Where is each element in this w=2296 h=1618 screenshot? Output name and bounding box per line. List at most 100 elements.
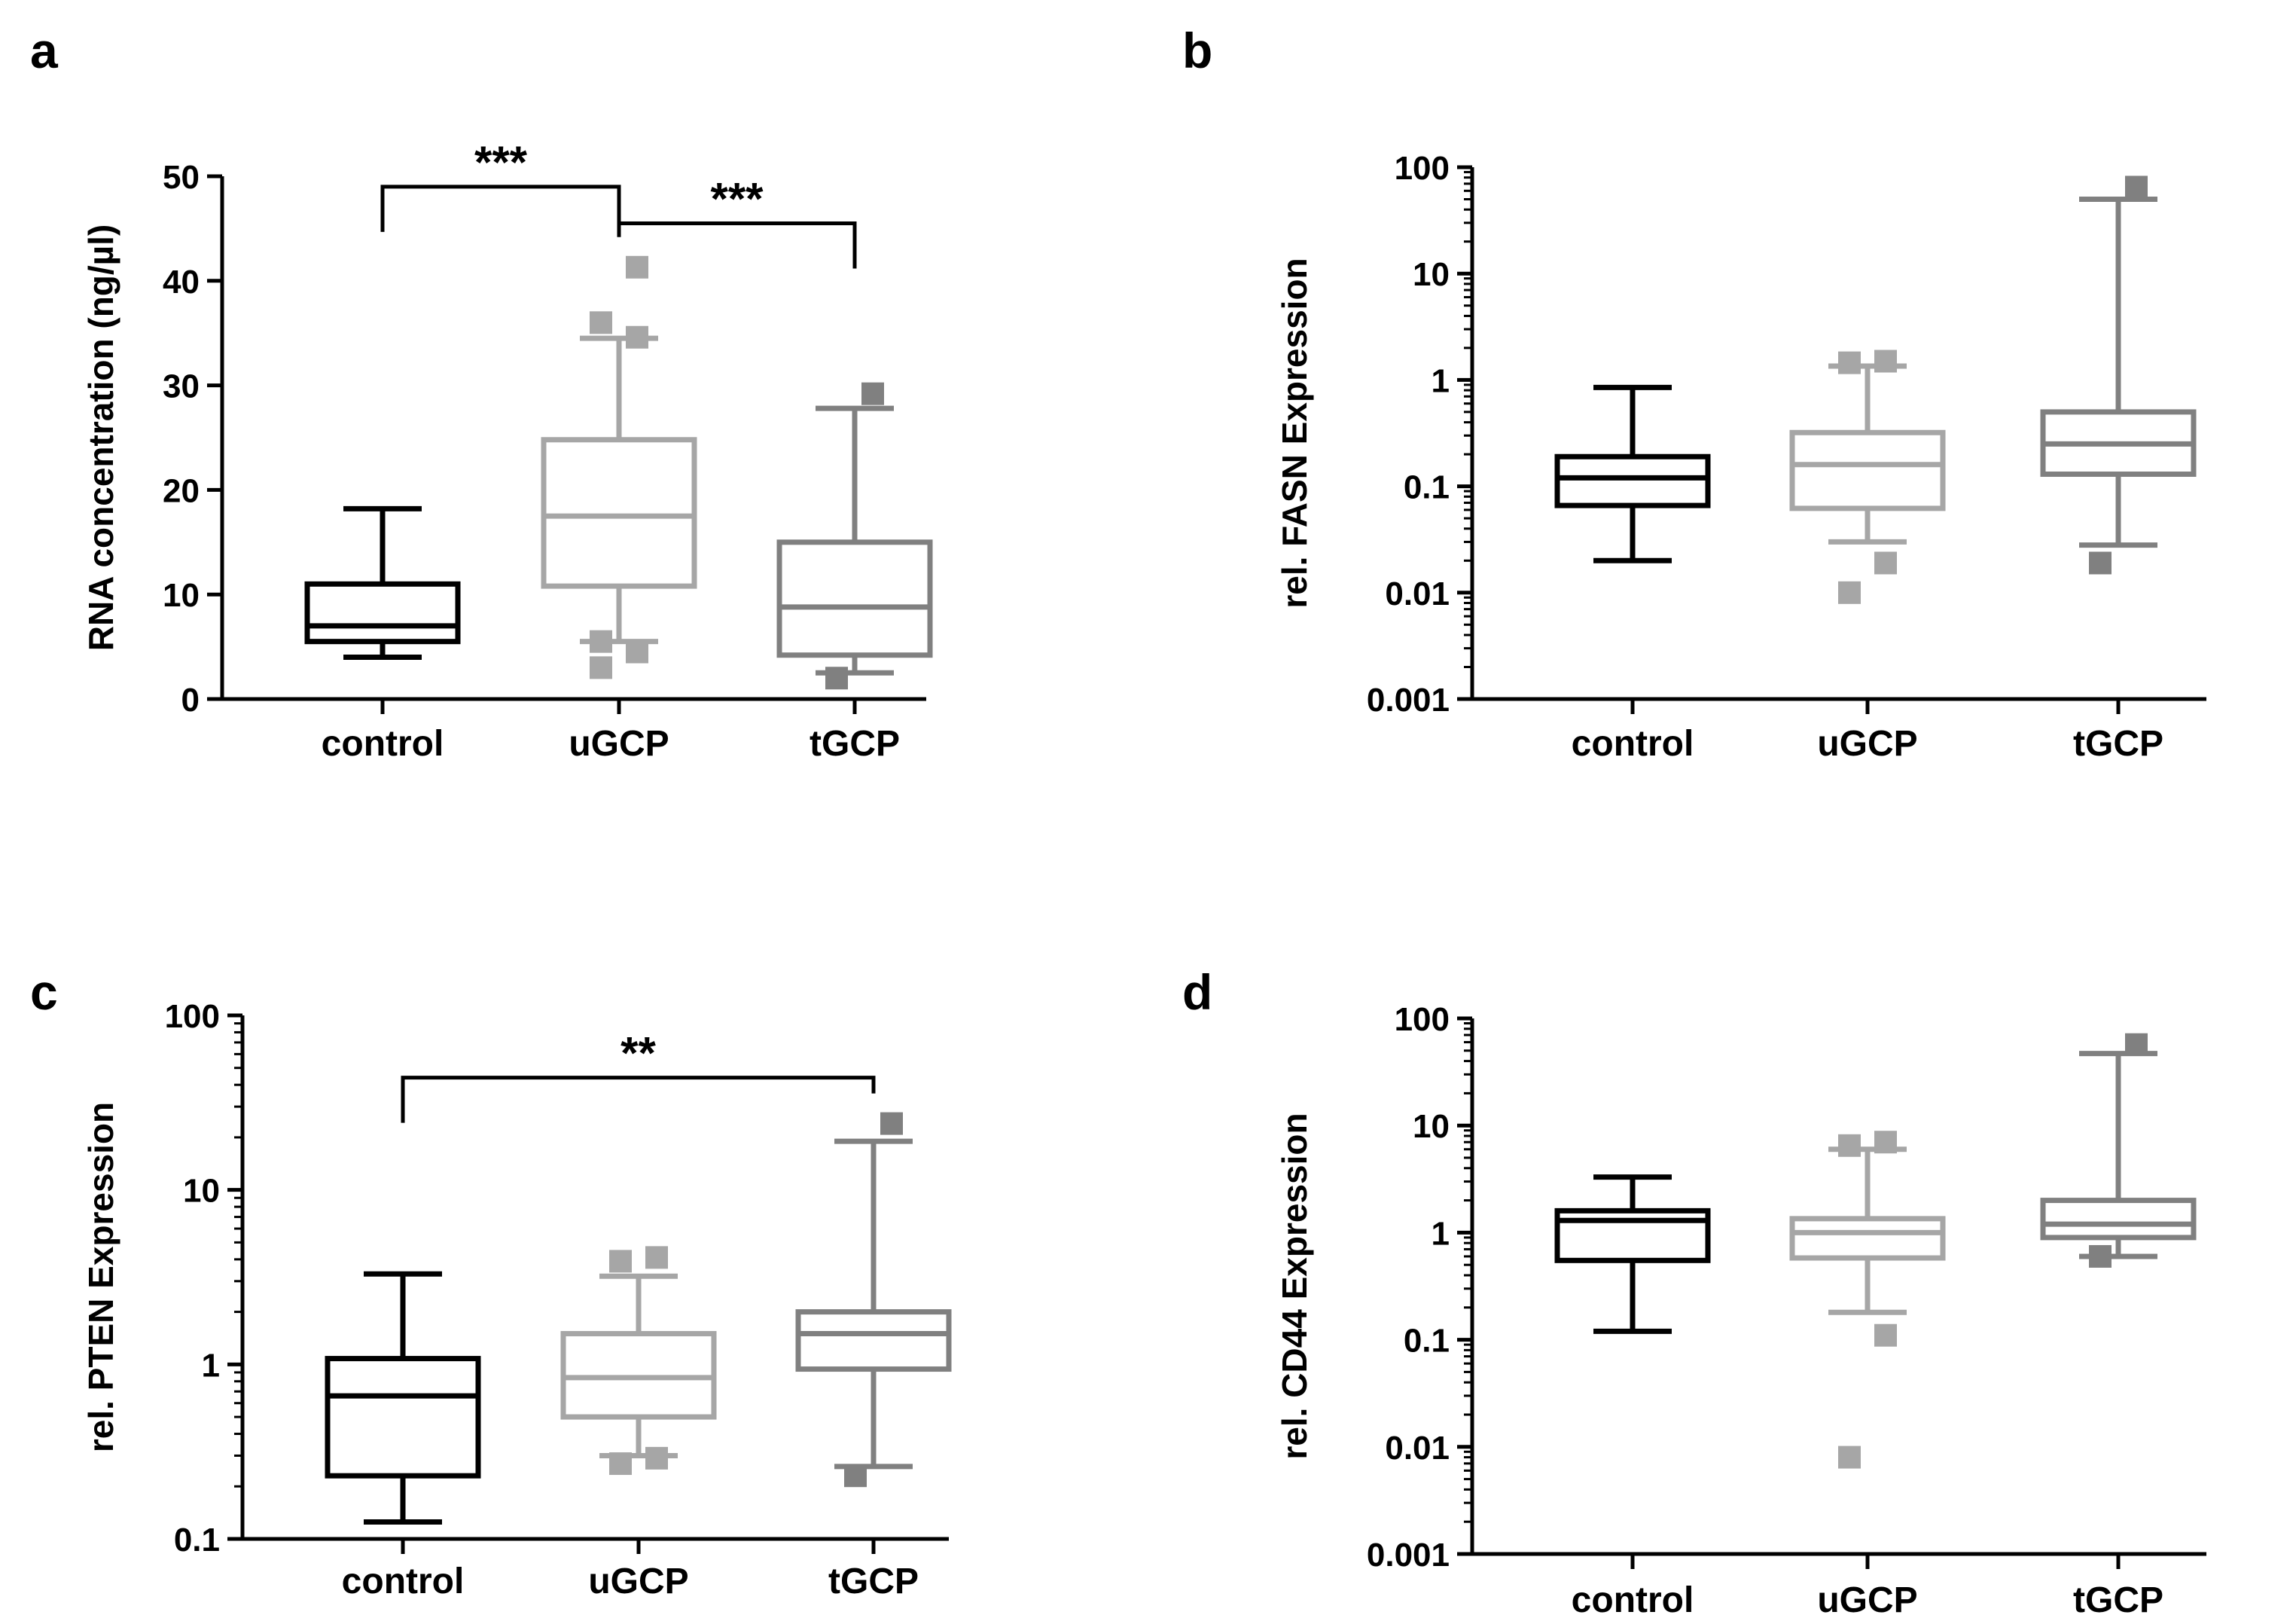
significance-bracket: *** <box>380 137 621 232</box>
box-iqr <box>1789 1216 1946 1261</box>
box-tGCP <box>2040 176 2197 575</box>
outlier-point <box>1838 351 1861 374</box>
outlier-point <box>1874 1323 1897 1347</box>
box-iqr <box>325 1356 481 1479</box>
y-tick-label: 50 <box>163 159 200 196</box>
box-iqr <box>1789 429 1946 511</box>
y-axis-label: rel. CD44 Expression <box>1275 1113 1314 1459</box>
outlier-point <box>2125 176 2148 199</box>
x-tick-label: tGCP <box>810 724 900 764</box>
y-tick-label: 10 <box>1413 256 1450 293</box>
box-iqr <box>304 581 461 645</box>
x-tick-label: uGCP <box>1817 724 1917 764</box>
significance-stars: *** <box>474 137 528 188</box>
outlier-point <box>645 1446 668 1470</box>
outlier-point <box>590 630 612 653</box>
outlier-point <box>626 255 648 279</box>
outlier-point <box>825 667 848 690</box>
outlier-point <box>880 1112 903 1135</box>
y-tick-label: 0.1 <box>174 1522 220 1558</box>
panel-label: d <box>1182 964 1212 1020</box>
outlier-point <box>590 656 612 679</box>
x-tick-label: uGCP <box>569 724 669 764</box>
y-tick-label: 1 <box>1432 362 1450 399</box>
y-tick-label: 0 <box>181 682 200 719</box>
significance-bracket: *** <box>617 173 857 269</box>
box-tGCP <box>776 382 933 690</box>
box-uGCP <box>1789 1131 1946 1469</box>
y-tick-label: 0.1 <box>1404 1323 1450 1360</box>
box-tGCP <box>795 1112 952 1488</box>
y-tick-label: 0.001 <box>1367 682 1450 719</box>
outlier-point <box>1874 551 1897 575</box>
x-tick-label: tGCP <box>2073 724 2163 764</box>
x-tick-label: control <box>342 1562 465 1601</box>
y-axis-label: rel. PTEN Expression <box>81 1102 120 1452</box>
y-tick-label: 1 <box>202 1347 220 1384</box>
x-tick-label: uGCP <box>1817 1580 1917 1618</box>
outlier-point <box>844 1464 867 1488</box>
outlier-point <box>1838 581 1861 604</box>
y-tick-label: 100 <box>165 998 220 1035</box>
outlier-point <box>1874 1131 1897 1154</box>
box-control <box>304 505 461 660</box>
outlier-point <box>1874 350 1897 373</box>
x-tick-label: tGCP <box>828 1562 919 1601</box>
y-tick-label: 100 <box>1395 150 1450 187</box>
y-tick-label: 0.01 <box>1385 575 1450 612</box>
panel-label: c <box>30 964 58 1020</box>
y-tick-label: 10 <box>183 1173 220 1210</box>
y-axis-label: RNA concentration (ng/µl) <box>81 224 120 652</box>
bracket-line <box>617 221 857 269</box>
significance-stars: *** <box>710 173 764 224</box>
box-control <box>325 1271 481 1525</box>
outlier-point <box>861 382 884 405</box>
outlier-point <box>626 640 648 664</box>
outlier-point <box>2089 551 2112 575</box>
y-tick-label: 10 <box>163 577 200 614</box>
outlier-point <box>626 325 648 349</box>
box-tGCP <box>2040 1033 2197 1268</box>
x-tick-label: control <box>1572 1580 1694 1618</box>
box-iqr <box>541 437 697 589</box>
bracket-line <box>401 1076 876 1123</box>
y-tick-label: 100 <box>1395 1001 1450 1038</box>
y-tick-label: 40 <box>163 264 200 301</box>
significance-stars: ** <box>620 1028 656 1079</box>
box-uGCP <box>1789 350 1946 604</box>
x-tick-label: control <box>322 724 444 764</box>
x-tick-label: uGCP <box>588 1562 688 1601</box>
box-uGCP <box>560 1246 717 1476</box>
y-tick-label: 0.01 <box>1385 1430 1450 1467</box>
y-tick-label: 0.1 <box>1404 469 1450 506</box>
box-iqr <box>2040 1198 2197 1241</box>
box-uGCP <box>541 255 697 679</box>
outlier-point <box>2125 1033 2148 1056</box>
y-tick-label: 30 <box>163 368 200 405</box>
y-tick-label: 20 <box>163 472 200 509</box>
panel-a: a 0 10 20 30 40 50 RNA concentration (ng/µl) con… <box>30 23 933 764</box>
y-tick-label: 10 <box>1413 1108 1450 1145</box>
box-control <box>1554 1174 1711 1334</box>
outlier-point <box>1838 1134 1861 1157</box>
outlier-point <box>1838 1446 1861 1469</box>
outlier-point <box>590 311 612 334</box>
outlier-point <box>645 1246 668 1269</box>
significance-bracket: ** <box>401 1028 876 1123</box>
x-tick-label: tGCP <box>2073 1580 2163 1618</box>
y-axis-label: rel. FASN Expression <box>1275 258 1314 608</box>
outlier-point <box>609 1452 632 1476</box>
box-iqr <box>795 1309 952 1372</box>
outlier-point <box>2089 1244 2112 1268</box>
box-iqr <box>1554 453 1711 508</box>
box-iqr <box>776 539 933 658</box>
outlier-point <box>609 1250 632 1273</box>
y-tick-label: 1 <box>1432 1215 1450 1252</box>
panel-label: b <box>1182 23 1212 78</box>
box-control <box>1554 384 1711 563</box>
panel-c: c 0.1 1 10 100 rel. PTEN Expression control uGC… <box>30 964 952 1601</box>
bracket-line <box>380 185 621 232</box>
x-tick-label: control <box>1572 724 1694 764</box>
panel-d: d 0.001 0.01 0.1 1 10 100 rel. CD44 Expression c… <box>1182 964 2206 1618</box>
